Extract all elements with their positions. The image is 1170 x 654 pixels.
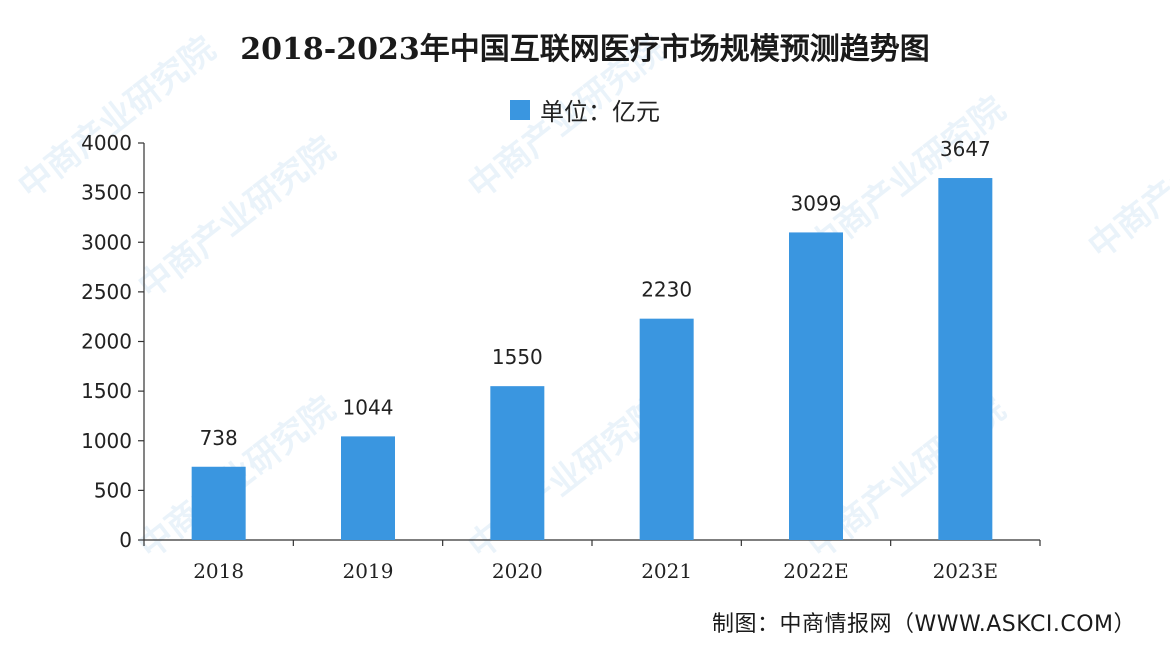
y-tick-label: 2000 bbox=[81, 330, 132, 354]
bar-2018 bbox=[191, 466, 246, 540]
x-tick-label: 2018 bbox=[193, 559, 244, 583]
y-tick-label: 1000 bbox=[81, 429, 132, 453]
y-tick-label: 4000 bbox=[81, 131, 132, 155]
x-tick-label: 2021 bbox=[641, 559, 692, 583]
y-tick-label: 0 bbox=[119, 528, 132, 552]
data-label: 1550 bbox=[492, 345, 543, 369]
x-tick-label: 2023E bbox=[933, 559, 999, 583]
source-note: 制图：中商情报网（WWW.ASKCI.COM） bbox=[712, 612, 1136, 637]
y-tick-label: 500 bbox=[94, 478, 132, 502]
y-tick-label: 1500 bbox=[81, 379, 132, 403]
x-tick-label: 2022E bbox=[783, 559, 849, 583]
data-label: 3647 bbox=[940, 137, 991, 161]
data-label: 1044 bbox=[343, 395, 394, 419]
bar-2020 bbox=[490, 386, 545, 540]
y-tick-label: 3500 bbox=[81, 181, 132, 205]
x-tick-label: 2020 bbox=[492, 559, 543, 583]
chart-title: 2018-2023年中国互联网医疗市场规模预测趋势图 bbox=[240, 32, 930, 67]
legend-label: 单位：亿元 bbox=[540, 98, 660, 126]
bar-2019 bbox=[341, 436, 395, 540]
data-label: 738 bbox=[200, 426, 238, 450]
bar-2021 bbox=[639, 318, 694, 540]
watermark-text: 中商产业研究院 bbox=[131, 129, 343, 307]
bar-2022E bbox=[789, 232, 843, 540]
data-label: 2230 bbox=[641, 278, 692, 302]
x-tick-label: 2019 bbox=[343, 559, 394, 583]
legend-swatch bbox=[510, 99, 530, 120]
y-tick-label: 3000 bbox=[81, 230, 132, 254]
y-tick-label: 2500 bbox=[81, 280, 132, 304]
bar-2023E bbox=[938, 178, 993, 540]
chart-legend: 单位：亿元 bbox=[0, 92, 1170, 127]
data-label: 3099 bbox=[791, 191, 842, 215]
